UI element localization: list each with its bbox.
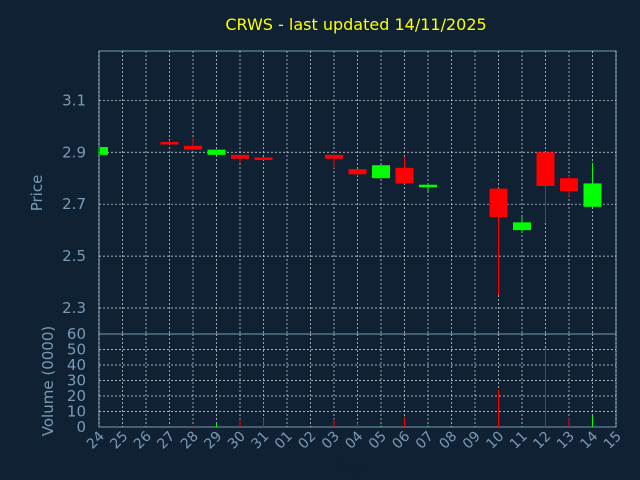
- x-tick-label: 03: [319, 429, 343, 453]
- volume-tick-label: 20: [67, 387, 86, 405]
- candle-body: [536, 152, 555, 187]
- candle-body: [207, 149, 226, 155]
- volume-series: [98, 347, 593, 427]
- x-tick-label: 04: [342, 428, 366, 452]
- x-tick-label: 27: [154, 429, 178, 453]
- x-tick-label: 11: [507, 429, 531, 453]
- candle-body: [348, 169, 367, 175]
- candle-body: [419, 184, 437, 188]
- volume-tick-label: 30: [67, 372, 86, 390]
- price-y-axis: 2.3 2.5 2.7 2.9 3.1: [62, 91, 86, 317]
- candle-body: [325, 154, 343, 159]
- x-tick-label: 15: [601, 429, 625, 453]
- x-tick-label: 05: [366, 429, 390, 453]
- volume-grid: [98, 334, 617, 427]
- x-tick-label: 09: [460, 429, 484, 453]
- x-tick-label: 02: [295, 429, 319, 453]
- chart-title: CRWS - last updated 14/11/2025: [225, 15, 486, 34]
- candle-body: [372, 165, 390, 179]
- volume-tick-label: 60: [67, 325, 86, 343]
- x-tick-label: 01: [272, 429, 296, 453]
- price-tick-label: 2.7: [62, 195, 86, 213]
- price-grid: [98, 51, 617, 334]
- volume-tick-label: 10: [67, 403, 86, 421]
- x-tick-label: 13: [554, 429, 578, 453]
- x-tick-label: 25: [107, 429, 131, 453]
- x-axis: 24 25 26 27 28 29 30 31 01 02 03 04 05 06 07 08 09 10 11 12…: [84, 428, 625, 452]
- price-tick-label: 2.5: [62, 247, 86, 265]
- x-axis-label: Day: [334, 460, 362, 476]
- price-tick-label: 3.1: [62, 91, 86, 109]
- x-tick-label: 07: [413, 429, 437, 453]
- candle-body: [184, 145, 202, 150]
- price-tick-label: 2.9: [62, 143, 86, 161]
- candle-body: [254, 157, 273, 161]
- x-tick-label: 29: [201, 429, 225, 453]
- candle-body: [583, 183, 602, 207]
- x-tick-label: 10: [483, 429, 507, 453]
- candle-body: [160, 141, 179, 145]
- candle-body: [231, 154, 249, 159]
- x-tick-label: 31: [248, 429, 272, 453]
- candle-body: [560, 178, 578, 192]
- candle-body: [489, 188, 508, 218]
- volume-tick-label: 40: [67, 356, 86, 374]
- candle-body: [100, 147, 108, 155]
- x-tick-label: 28: [178, 429, 202, 453]
- volume-tick-label: 50: [67, 341, 86, 359]
- candlestick-series: [98, 137, 602, 296]
- price-tick-label: 2.3: [62, 299, 86, 317]
- volume-tick-label: 0: [76, 418, 86, 436]
- candle-body: [395, 167, 414, 184]
- x-tick-label: 30: [225, 429, 249, 453]
- volume-axis-label: Volume (0000): [39, 326, 57, 436]
- candle-body: [513, 222, 531, 231]
- x-tick-label: 08: [436, 429, 460, 453]
- x-tick-label: 14: [577, 428, 601, 452]
- x-tick-label: 12: [530, 429, 554, 453]
- price-axis-label: Price: [28, 175, 46, 212]
- x-tick-label: 24: [84, 428, 108, 452]
- x-tick-label: 06: [389, 428, 413, 452]
- x-tick-label: 26: [131, 428, 155, 452]
